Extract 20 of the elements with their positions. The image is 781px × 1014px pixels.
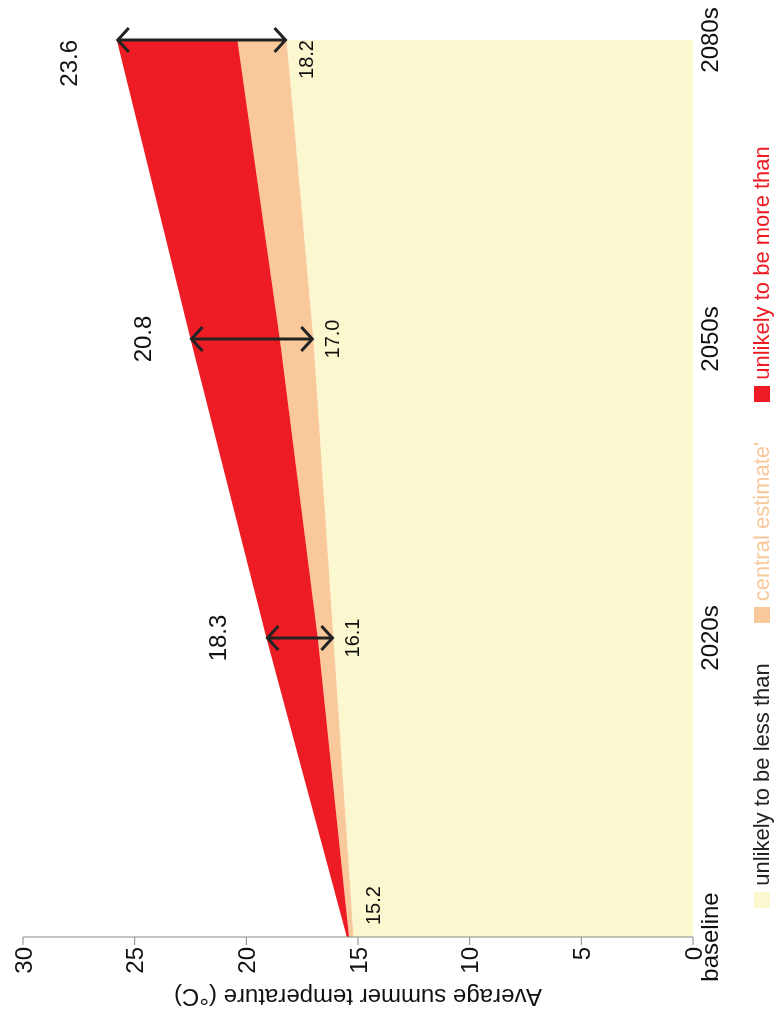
data-label: 15.2 <box>361 886 384 925</box>
annotation: 23.6 <box>54 40 82 87</box>
data-label: 16.1 <box>341 618 364 658</box>
x-axis-title: Average summer temperature (°C) <box>174 984 542 1012</box>
y-tick-label: 2050s <box>696 306 724 372</box>
x-tick-label: 10 <box>456 947 484 974</box>
data-label: 17.0 <box>321 319 344 359</box>
x-tick-label: 15 <box>344 947 372 974</box>
x-tick-label: 20 <box>232 947 260 974</box>
annotation: 20.8 <box>128 315 156 363</box>
text: unlikely to be less than <box>749 663 775 886</box>
y-tick-label: 2080s <box>696 7 724 73</box>
x-tick-label: 25 <box>121 947 149 974</box>
x-tick-label: 5 <box>567 947 595 961</box>
text: unlikely to be more than <box>749 146 775 380</box>
annotation: 18.3 <box>204 614 232 662</box>
text: central estimate' <box>749 441 775 602</box>
x-tick-label: 30 <box>9 947 37 974</box>
y-tick-label: 2020s <box>696 605 724 671</box>
data-label: 18.2 <box>294 40 317 79</box>
